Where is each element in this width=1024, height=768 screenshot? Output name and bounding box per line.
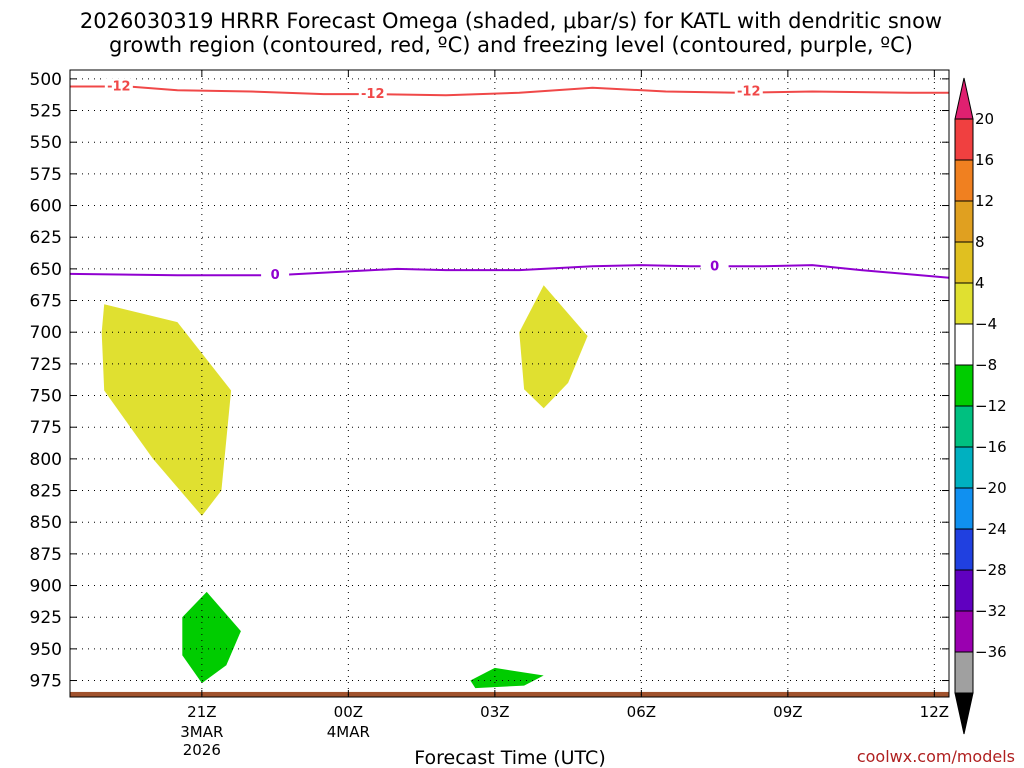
x-axis-label: Forecast Time (UTC)	[414, 747, 605, 768]
colorbar-label: −12	[975, 397, 1007, 415]
x-tick-label: 21Z	[187, 703, 216, 721]
x-tick-label: 09Z	[773, 703, 802, 721]
colorbar-box	[954, 323, 974, 366]
colorbar-box	[954, 282, 974, 325]
colorbar-label: −28	[975, 561, 1007, 579]
x-tick-label: 03Z	[480, 703, 509, 721]
colorbar-box	[954, 364, 974, 407]
colorbar-box	[954, 569, 974, 612]
x-tick-sublabel: 3MAR	[180, 723, 223, 741]
colorbar-label: −4	[975, 315, 997, 333]
y-tick-label: 900	[30, 577, 62, 597]
y-tick-label: 825	[30, 482, 62, 502]
colorbar-label: −32	[975, 602, 1007, 620]
x-tick-sublabel: 4MAR	[327, 723, 370, 741]
contour-line--12	[70, 85, 949, 97]
colorbar-label: −24	[975, 520, 1007, 538]
colorbar-label: 16	[975, 151, 994, 169]
contour-label-bg	[358, 86, 387, 101]
x-tick-sublabel: 2026	[183, 741, 221, 759]
y-tick-label: 725	[30, 355, 62, 375]
omega-region-green-surface	[470, 667, 544, 689]
y-tick-label: 700	[30, 323, 62, 343]
colorbar-label: −20	[975, 479, 1007, 497]
plot-frame	[69, 69, 950, 698]
contour-label: -12	[361, 87, 385, 102]
y-tick-label: 500	[30, 70, 62, 90]
y-tick-label: 525	[30, 102, 62, 122]
contour-label: -12	[107, 79, 131, 94]
y-tick-label: 550	[30, 133, 62, 153]
contour-label: 0	[710, 259, 719, 274]
y-tick-label: 750	[30, 387, 62, 407]
y-tick-label: 625	[30, 228, 62, 248]
credit-text: coolwx.com/models	[857, 747, 1015, 766]
y-tick-label: 575	[30, 165, 62, 185]
shaded-omega-regions	[101, 285, 588, 689]
colorbar-box	[954, 446, 974, 489]
colorbar-label: 12	[975, 192, 994, 210]
y-tick-label: 925	[30, 608, 62, 628]
grid-lines	[70, 70, 949, 697]
colorbar-box	[954, 405, 974, 448]
colorbar-box	[954, 528, 974, 571]
terrain-surface	[70, 691, 949, 697]
y-axis-ticks: 500 525 550 575 600 625 650 675 700 725 750 775 800 8…	[30, 70, 949, 692]
omega-region-yellow-east	[519, 285, 588, 409]
colorbar-box	[954, 651, 974, 694]
colorbar-box	[954, 241, 974, 284]
colorbar-label: 20	[975, 110, 994, 128]
contour-label-bg	[104, 78, 133, 93]
y-tick-label: 775	[30, 418, 62, 438]
chart-title-line-2: growth region (contoured, red, ºC) and f…	[109, 33, 913, 57]
x-tick-label: 12Z	[920, 703, 949, 721]
contour-label-bg	[261, 267, 290, 282]
contour-label: -12	[737, 85, 761, 100]
y-tick-label: 600	[30, 197, 62, 217]
contour-label-bg	[734, 83, 763, 98]
colorbar-label: −36	[975, 643, 1007, 661]
omega-region-yellow-west	[101, 304, 232, 516]
omega-region-green-low	[182, 591, 241, 684]
y-tick-label: 850	[30, 513, 62, 533]
colorbar-label: −16	[975, 438, 1007, 456]
contour-label-bg	[700, 258, 729, 273]
contour-lines: -12 -12 -12 0 0	[69, 78, 950, 283]
colorbar-box	[954, 200, 974, 243]
y-tick-label: 975	[30, 672, 62, 692]
colorbar-top-triangle	[954, 77, 974, 120]
terrain-bar	[70, 691, 949, 697]
colorbar-box	[954, 159, 974, 202]
x-tick-label: 06Z	[627, 703, 656, 721]
chart-title-line-1: 2026030319 HRRR Forecast Omega (shaded, …	[80, 9, 942, 33]
colorbar-box	[954, 118, 974, 161]
contour-label: 0	[271, 268, 280, 283]
colorbar: 20 16 12 8 4 −4 −8 −12 −16 −20 −24 −28 −32 −36	[954, 77, 1007, 735]
contour-line-0	[69, 264, 950, 279]
y-tick-label: 650	[30, 260, 62, 280]
x-tick-label: 00Z	[334, 703, 363, 721]
y-tick-label: 875	[30, 545, 62, 565]
colorbar-label: 8	[975, 233, 985, 251]
colorbar-label: −8	[975, 356, 997, 374]
colorbar-label: 4	[975, 274, 985, 292]
y-tick-label: 950	[30, 640, 62, 660]
colorbar-box	[954, 487, 974, 530]
colorbar-bottom-triangle	[954, 692, 974, 735]
colorbar-box	[954, 610, 974, 653]
y-tick-label: 800	[30, 450, 62, 470]
y-tick-label: 675	[30, 292, 62, 312]
